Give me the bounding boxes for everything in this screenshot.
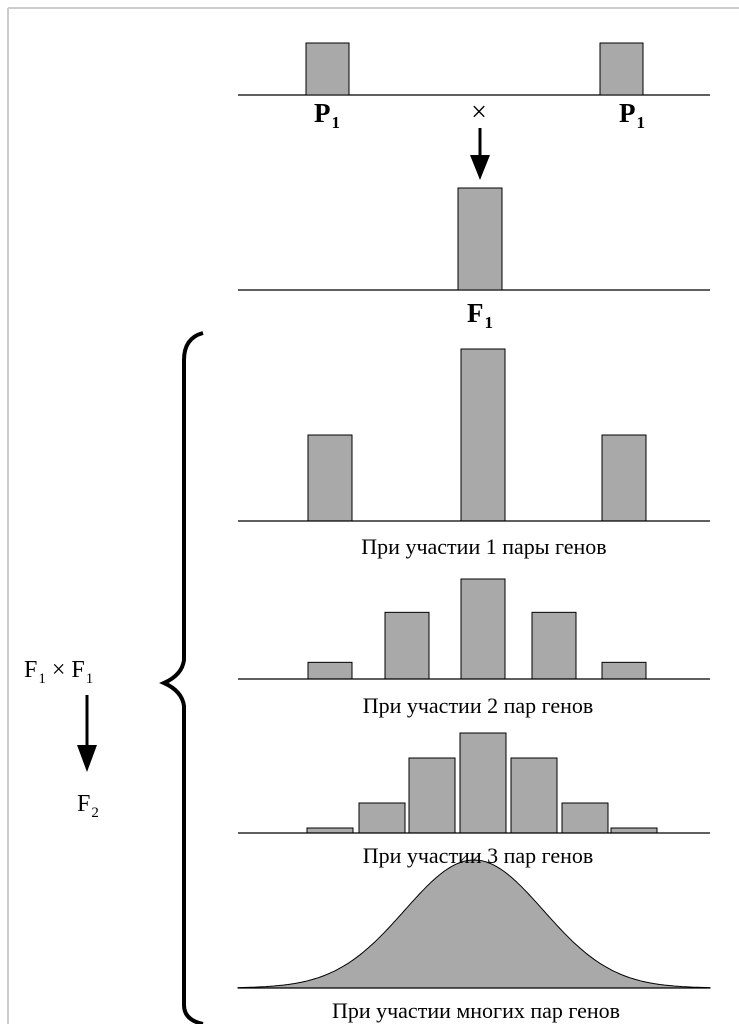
bar xyxy=(561,802,609,834)
bar xyxy=(307,661,353,680)
parent-right-bar xyxy=(599,42,644,96)
parent-right-label: P1 xyxy=(619,98,645,132)
bar xyxy=(610,827,658,834)
distribution-many-pairs xyxy=(237,859,711,989)
bar xyxy=(460,348,506,522)
caption-2-pairs: При участии 2 пар генов xyxy=(362,693,594,718)
distribution-3-pairs xyxy=(238,732,710,834)
parent-left-bar xyxy=(305,42,350,96)
bar xyxy=(601,434,647,522)
bar xyxy=(531,611,577,680)
caption-3-pairs: При участии 3 пар генов xyxy=(362,843,594,868)
cross-f1-label: F1 × F1 xyxy=(24,657,94,687)
bar xyxy=(384,611,430,680)
bar xyxy=(408,757,456,834)
bar xyxy=(307,434,353,522)
caption-many-pairs: При участии многих пар генов xyxy=(331,998,621,1023)
curly-brace xyxy=(159,331,204,1024)
caption-1-pair: При участии 1 пары генов xyxy=(361,534,607,559)
bar xyxy=(358,802,406,834)
side-arrow-icon xyxy=(77,695,97,772)
down-arrow-icon xyxy=(470,128,490,180)
cross-symbol: × xyxy=(471,97,487,128)
bar xyxy=(601,661,647,680)
f2-label: F2 xyxy=(77,791,99,821)
parent-left-label: P1 xyxy=(314,98,340,132)
distribution-2-pairs xyxy=(238,578,710,680)
bar xyxy=(460,578,506,680)
f1-bar xyxy=(457,187,503,291)
bar xyxy=(459,732,507,834)
f1-label: F1 xyxy=(467,298,493,332)
normal-curve xyxy=(237,859,711,989)
bar xyxy=(510,757,558,834)
bar xyxy=(306,827,354,834)
distribution-1-pair xyxy=(238,348,710,522)
